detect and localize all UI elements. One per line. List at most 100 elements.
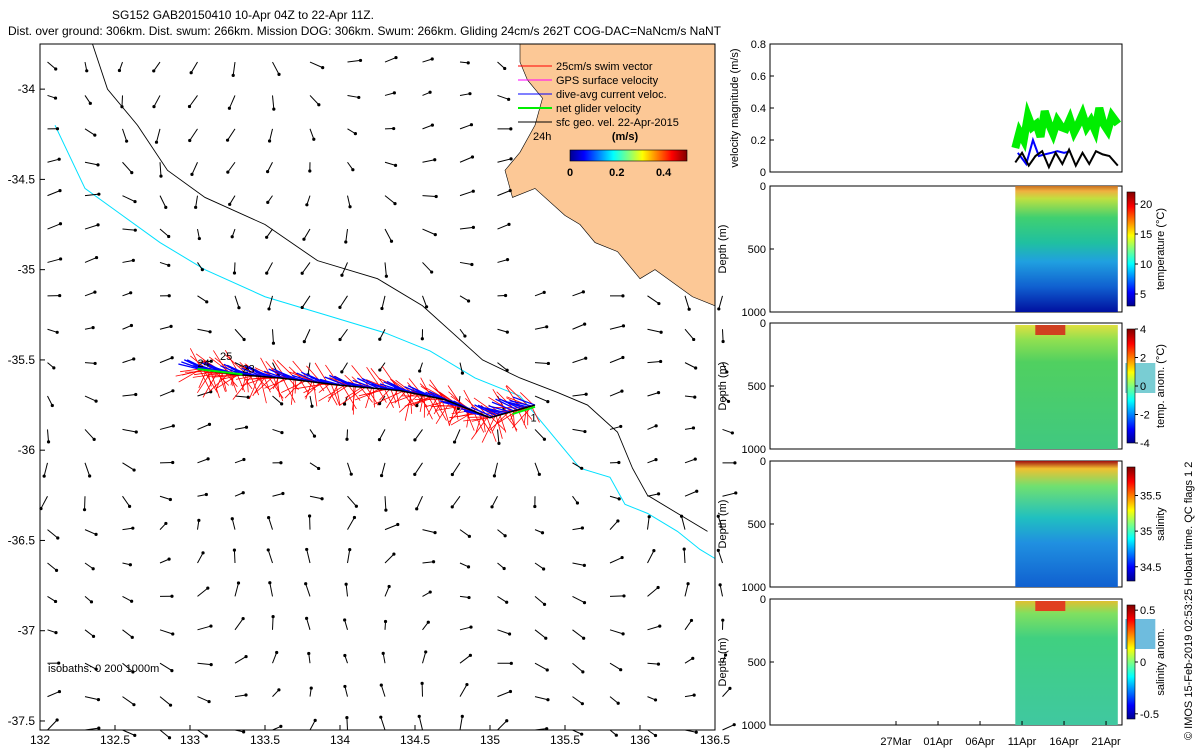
- swim-vector: [495, 415, 503, 439]
- geo-vector-head: [384, 508, 388, 512]
- geo-vector-head: [509, 661, 513, 665]
- geo-velocity-vector: [47, 223, 61, 230]
- geo-vector-head: [307, 651, 311, 656]
- geo-velocity-vector: [301, 295, 311, 308]
- swim-vector: [437, 398, 443, 410]
- geo-vector-head: [209, 359, 213, 363]
- geo-velocity-vector: [722, 329, 724, 342]
- geo-vector-head: [54, 631, 58, 635]
- geo-velocity-vector: [47, 328, 58, 333]
- geo-vector-head: [621, 294, 625, 298]
- geo-velocity-vector: [534, 429, 545, 440]
- geo-vector-head: [344, 240, 348, 244]
- geo-velocity-vector: [47, 258, 61, 263]
- geo-vector-head: [378, 368, 382, 372]
- geo-vector-head: [653, 733, 658, 738]
- geo-velocity-vector: [309, 95, 320, 106]
- geo-vector-head: [492, 474, 497, 478]
- geo-velocity-vector: [84, 662, 97, 670]
- profile-heatmap: [1015, 461, 1118, 587]
- geo-vector-head: [228, 202, 232, 206]
- geo-vector-head: [358, 58, 363, 63]
- geo-vector-head: [546, 399, 550, 404]
- geo-velocity-vector: [272, 61, 280, 75]
- geo-vector-head: [128, 563, 132, 567]
- geo-vector-head: [424, 305, 429, 309]
- swim-vector: [447, 385, 463, 407]
- geo-velocity-vector: [384, 553, 395, 564]
- swim-vector: [434, 405, 462, 412]
- geo-vector-head: [93, 290, 97, 294]
- geo-vector-head: [718, 583, 722, 587]
- depth-tick-label: 0: [760, 318, 766, 330]
- swim-vector: [379, 389, 390, 401]
- geo-velocity-vector: [341, 262, 348, 276]
- swim-vector: [517, 409, 527, 429]
- swim-vector: [236, 374, 246, 393]
- geo-vector-head: [392, 552, 396, 556]
- swim-vector: [365, 387, 372, 409]
- geo-vector-head: [232, 271, 237, 275]
- geo-velocity-vector: [347, 195, 351, 207]
- swim-vector: [338, 387, 366, 406]
- geo-vector-head: [97, 192, 101, 196]
- geo-vector-head: [125, 139, 129, 143]
- geo-vector-head: [225, 138, 230, 142]
- geo-velocity-vector: [84, 224, 99, 230]
- geo-velocity-vector: [497, 595, 507, 603]
- geo-velocity-vector: [382, 653, 386, 664]
- geo-vector-head: [188, 138, 192, 143]
- geo-velocity-vector: [309, 395, 313, 407]
- dac-vector: [241, 367, 264, 378]
- geo-vector-head: [357, 95, 361, 100]
- swim-vector: [214, 371, 230, 386]
- geo-velocity-vector: [347, 517, 355, 530]
- swim-vector: [419, 394, 433, 420]
- colorbar-tick-label: 0: [567, 167, 573, 179]
- geo-velocity-vector: [497, 190, 511, 197]
- geo-vector-head: [716, 514, 720, 518]
- geo-velocity-vector: [497, 223, 510, 230]
- geo-velocity-vector: [228, 95, 236, 109]
- geo-velocity-vector: [197, 552, 204, 564]
- geo-vector-head: [471, 225, 475, 229]
- geo-velocity-vector: [233, 262, 236, 274]
- geo-velocity-vector: [572, 662, 584, 673]
- swim-vector: [254, 377, 273, 394]
- geo-velocity-vector: [609, 425, 621, 430]
- geo-vector-head: [305, 203, 309, 207]
- geo-vector-head: [652, 549, 656, 553]
- geo-vector-head: [310, 404, 314, 408]
- geo-velocity-vector: [647, 295, 660, 304]
- geo-vector-head: [733, 461, 737, 465]
- geo-vector-head: [393, 202, 397, 206]
- geo-velocity-vector: [684, 395, 695, 398]
- geo-vector-head: [584, 392, 588, 396]
- geo-vector-head: [132, 357, 136, 361]
- geo-vector-head: [93, 133, 97, 137]
- geo-vector-head: [417, 714, 421, 719]
- geo-vector-head: [396, 522, 400, 527]
- geo-vector-head: [379, 473, 384, 478]
- geo-velocity-vector: [153, 95, 161, 107]
- geo-vector-head: [96, 223, 100, 227]
- geo-velocity-vector: [684, 490, 697, 497]
- swim-vector: [454, 403, 459, 420]
- colorbar-tick-label: 10: [1140, 259, 1152, 271]
- geo-velocity-vector: [497, 429, 500, 444]
- x-tick-label: 133: [180, 733, 200, 747]
- geo-velocity-vector: [647, 516, 650, 530]
- geo-vector-head: [505, 330, 509, 334]
- geo-vector-head: [542, 437, 547, 441]
- swim-vector: [432, 397, 447, 421]
- geo-vector-head: [617, 497, 621, 501]
- swim-vector: [313, 381, 318, 407]
- geo-velocity-vector: [459, 529, 470, 537]
- geo-vector-head: [170, 594, 174, 598]
- swim-vector: [351, 365, 371, 389]
- swim-vector: [342, 385, 357, 410]
- geo-vector-head: [129, 323, 134, 328]
- geo-vector-head: [466, 299, 471, 303]
- geo-velocity-vector: [341, 362, 348, 373]
- geo-velocity-vector: [722, 688, 731, 697]
